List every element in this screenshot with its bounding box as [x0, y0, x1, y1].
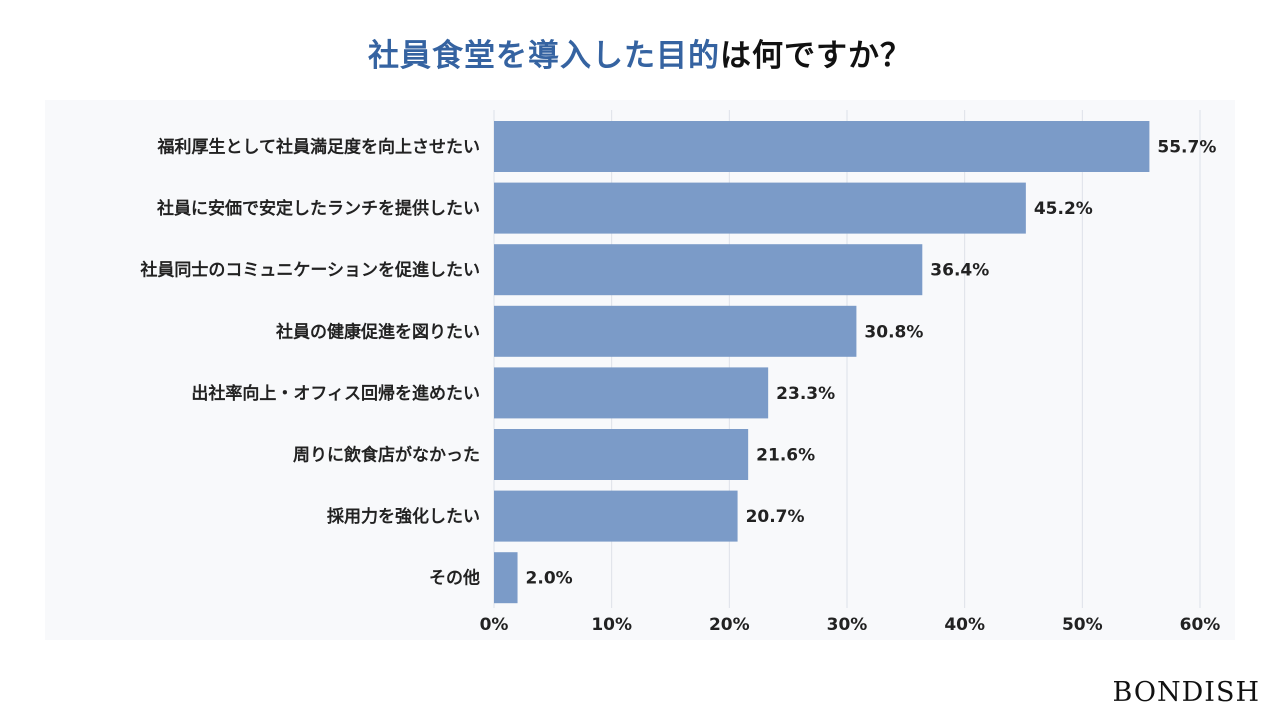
title-highlight: 社員食堂を導入した目的 [368, 38, 720, 74]
category-label: 社員に安価で安定したランチを提供したい [156, 198, 480, 219]
x-tick-label: 30% [827, 615, 868, 635]
category-label: 出社率向上・オフィス回帰を進めたい [191, 383, 480, 404]
bar [494, 121, 1150, 172]
category-label: 社員同士のコミュニケーションを促進したい [139, 260, 480, 281]
data-label: 36.4% [930, 261, 989, 281]
bar [494, 367, 769, 419]
x-tick-label: 60% [1180, 615, 1221, 635]
category-label: 社員の健康促進を図りたい [275, 321, 480, 342]
data-label: 23.3% [776, 384, 835, 404]
category-label: 福利厚生として社員満足度を向上させたい [157, 137, 481, 158]
data-label: 2.0% [526, 569, 573, 589]
data-label: 45.2% [1034, 199, 1093, 219]
bar [494, 490, 738, 542]
x-tick-label: 20% [709, 615, 750, 635]
bar [494, 244, 923, 296]
data-label: 55.7% [1157, 138, 1216, 158]
bar [494, 429, 749, 480]
x-tick-label: 40% [944, 615, 985, 635]
category-label: その他 [429, 568, 480, 589]
data-label: 30.8% [864, 322, 923, 342]
bar [494, 182, 1026, 234]
data-label: 20.7% [746, 507, 805, 527]
x-tick-label: 10% [591, 615, 632, 635]
chart-title: 社員食堂を導入した目的は何ですか？ [0, 30, 1280, 75]
title-rest: は何ですか？ [720, 38, 912, 74]
bar [494, 552, 518, 604]
category-label: 周りに飲食店がなかった [293, 445, 480, 466]
data-label: 21.6% [756, 446, 815, 466]
brand-logo: BONDISH [1112, 677, 1260, 708]
x-tick-label: 0% [480, 615, 509, 635]
category-label: 採用力を強化したい [327, 506, 480, 527]
bar [494, 305, 857, 357]
x-tick-label: 50% [1062, 615, 1103, 635]
